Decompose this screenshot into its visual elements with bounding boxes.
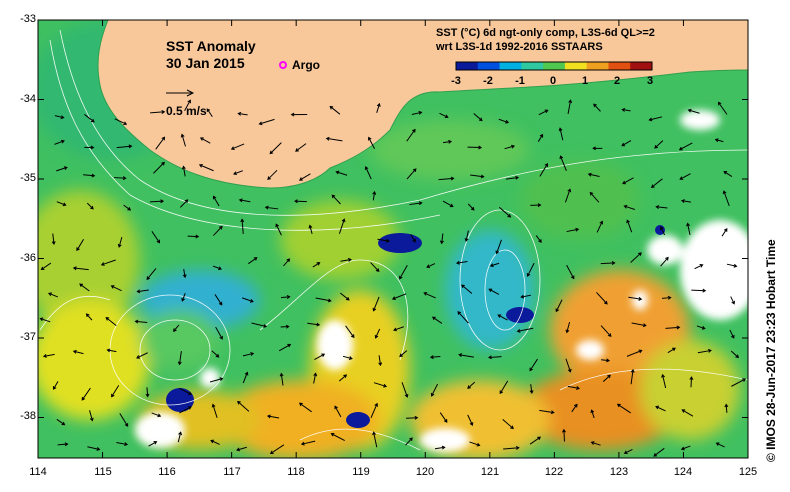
description-line-2: wrt L3S-1d 1992-2016 SSTAARS (436, 41, 603, 53)
y-tick-label: -37 (20, 331, 36, 343)
x-tick-label: 115 (94, 466, 112, 478)
description-line-1: SST (°C) 6d ngt-only comp, L3S-6d QL>=2 (436, 27, 655, 39)
colorbar-tick: 1 (581, 75, 589, 87)
colorbar-tick: 2 (613, 75, 621, 87)
x-tick-label: 123 (609, 466, 629, 478)
x-tick-label: 121 (480, 466, 500, 478)
description: SST (°C) 6d ngt-only comp, L3S-6d QL>=2 … (436, 26, 655, 54)
x-tick-label: 122 (544, 466, 564, 478)
y-tick-label: -38 (20, 410, 36, 422)
colorbar-segment (586, 62, 609, 70)
colorbar-segment (630, 62, 653, 70)
y-tick-label: -33 (20, 13, 36, 25)
map-date: 30 Jan 2015 (166, 55, 245, 71)
colorbar-tick: 3 (646, 75, 654, 87)
y-tick-label: -36 (20, 252, 36, 264)
colorbar-segment (608, 62, 631, 70)
colorbar-segment (543, 62, 566, 70)
colorbar-tick: 0 (549, 75, 557, 87)
x-tick-label: 124 (673, 466, 693, 478)
scale-arrow-icon (166, 89, 195, 97)
x-tick-label: 119 (352, 466, 370, 478)
map-title: SST Anomaly (166, 38, 256, 54)
x-tick-label: 116 (158, 466, 176, 478)
credit-text: © IMOS 28-Jun-2017 23:23 Hobart Time (764, 239, 778, 462)
colorbar-segment (499, 62, 522, 70)
argo-legend-label: Argo (292, 58, 320, 72)
colorbar-segment (456, 62, 479, 70)
colorbar (455, 61, 653, 71)
scale-label: 0.5 m/s (166, 104, 207, 118)
x-tick-label: 114 (29, 466, 47, 478)
y-tick-label: -35 (20, 172, 36, 184)
colorbar-segment (521, 62, 544, 70)
colorbar-tick: -1 (515, 75, 525, 87)
colorbar-segment (477, 62, 501, 70)
argo-float-icon (279, 61, 287, 69)
x-tick-label: 125 (738, 466, 758, 478)
colorbar-tick: -3 (451, 75, 461, 87)
x-tick-label: 118 (287, 466, 305, 478)
x-tick-label: 117 (223, 466, 241, 478)
x-tick-label: 120 (415, 466, 435, 478)
title-block: SST Anomaly 30 Jan 2015 (166, 38, 256, 72)
colorbar-segment (564, 62, 588, 70)
colorbar-tick: -2 (483, 75, 493, 87)
y-tick-label: -34 (20, 93, 36, 105)
